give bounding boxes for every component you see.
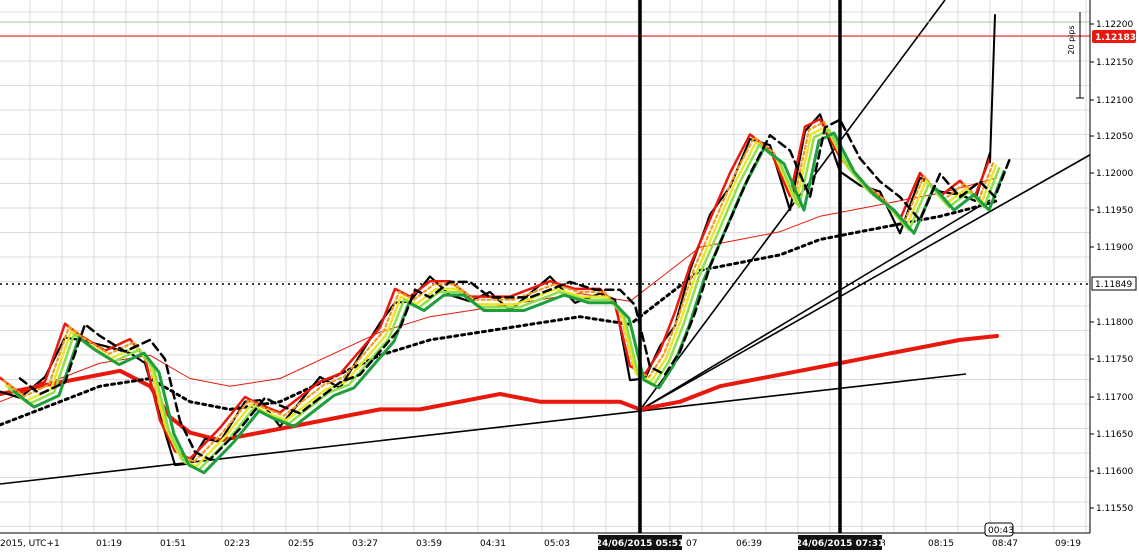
- trend-line: [639, 199, 991, 411]
- marker-label-box: [798, 535, 882, 550]
- x-tick-label: 08:47: [992, 539, 1018, 549]
- series-lines: [0, 14, 1012, 475]
- series-ma-lightgreen: [7, 128, 1001, 471]
- x-tick-label: 2015, UTC+1: [0, 539, 60, 549]
- x-tick-label: 09:19: [1055, 539, 1081, 549]
- x-tick-label: 8: [880, 539, 886, 549]
- pips-label: 20 pips: [1067, 25, 1076, 54]
- series-dotted-ma: [0, 199, 999, 427]
- x-tick-label: 06:39: [736, 539, 762, 549]
- y-tick-label: 1.11550: [1096, 504, 1133, 514]
- current-price-tag: 1.12183: [1095, 33, 1136, 43]
- time-markers: [638, 0, 842, 533]
- series-dashed-ma: [18, 118, 1012, 461]
- y-tick-label: 1.11700: [1096, 393, 1133, 403]
- x-tick-label: 08:15: [928, 539, 954, 549]
- series-price-spike: [989, 14, 996, 164]
- x-tick-label: 03:27: [352, 539, 378, 549]
- trend-lines: [0, 0, 1096, 485]
- x-tick-label: 01:51: [160, 539, 186, 549]
- level-tag-box: [1091, 276, 1137, 291]
- x-tick-label: 03:59: [416, 539, 442, 549]
- y-tick-label: 1.11600: [1096, 467, 1133, 477]
- x-tick-label: 02:23: [224, 539, 250, 549]
- x-tick-label: 07: [686, 539, 697, 549]
- timer-label: 00:43: [988, 526, 1014, 536]
- y-tick-label: 1.11750: [1096, 355, 1133, 365]
- current-price-tag-box: [1092, 30, 1136, 43]
- y-tick-label: 1.11650: [1096, 430, 1133, 440]
- y-tick-label: 1.12000: [1096, 169, 1133, 179]
- x-tick-label: 02:55: [288, 539, 314, 549]
- x-tick-label: 01:19: [96, 539, 122, 549]
- marker-label-box: [598, 535, 682, 550]
- y-tick-label: 1.11950: [1096, 206, 1133, 216]
- x-tick-label: 05:03: [544, 539, 570, 549]
- trend-line: [639, 0, 946, 411]
- price-tags: 1.12183 1.11849 20 pips 00:43: [984, 12, 1137, 537]
- marker-label: 24/06/2015 07:31: [796, 539, 884, 549]
- marker-label: 24/06/2015 05:51: [596, 539, 684, 549]
- trend-line: [0, 373, 967, 485]
- y-tick-label: 1.11900: [1096, 243, 1133, 253]
- plot-background: [0, 0, 1090, 533]
- timer-box: [984, 522, 1014, 537]
- y-tick-label: 1.12100: [1096, 96, 1133, 106]
- x-tick-label: 04:31: [480, 539, 506, 549]
- trend-line: [639, 151, 1096, 411]
- y-tick-label: 1.12050: [1096, 132, 1133, 142]
- y-tick-label: 1.11800: [1096, 318, 1133, 328]
- level-tag: 1.11849: [1095, 280, 1132, 290]
- y-tick-label: 1.12200: [1096, 20, 1133, 30]
- series-ma-green: [12, 131, 1006, 475]
- y-tick-label: 1.12150: [1096, 58, 1133, 68]
